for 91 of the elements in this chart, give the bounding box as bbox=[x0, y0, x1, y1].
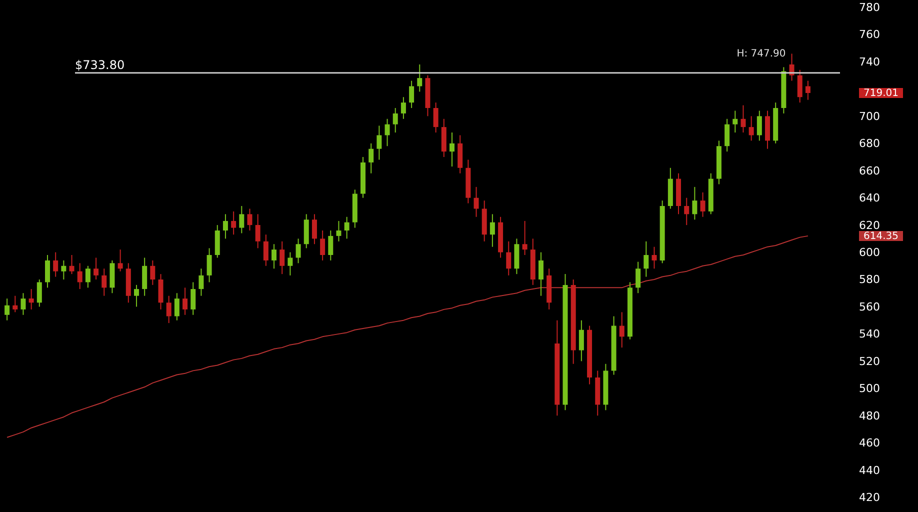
candlestick bbox=[150, 260, 156, 286]
candlestick bbox=[69, 254, 74, 275]
y-tick-label: 660 bbox=[859, 164, 880, 178]
text: 719.01 bbox=[864, 88, 898, 100]
candlestick bbox=[255, 214, 260, 249]
y-tick-label: 480 bbox=[859, 409, 880, 422]
text: 614.35 bbox=[864, 230, 898, 242]
candlestick bbox=[700, 192, 706, 218]
candlestick bbox=[740, 104, 746, 133]
y-tick-label: 640 bbox=[859, 192, 880, 205]
candlestick bbox=[28, 288, 34, 310]
candlestick bbox=[384, 118, 390, 147]
y-tick-label: 540 bbox=[859, 328, 880, 341]
y-tick-label: 560 bbox=[859, 300, 880, 314]
candlestick bbox=[231, 210, 236, 236]
y-tick-label: 740 bbox=[859, 55, 880, 68]
annotation: H: 747.90 bbox=[736, 48, 786, 60]
candlestick bbox=[328, 230, 334, 261]
candlestick bbox=[134, 284, 139, 308]
y-tick-label: 600 bbox=[859, 246, 880, 259]
candlestick bbox=[578, 320, 584, 362]
y-tick-label: 580 bbox=[859, 273, 880, 286]
candlestick bbox=[400, 96, 406, 120]
candlestick bbox=[376, 125, 382, 160]
candlestick bbox=[158, 274, 164, 310]
candlestick bbox=[344, 216, 350, 240]
candlestick bbox=[797, 69, 802, 104]
candlestick bbox=[692, 186, 698, 220]
candlestick bbox=[182, 287, 188, 316]
candlestick bbox=[20, 292, 26, 316]
candlestick bbox=[756, 110, 762, 142]
candlestick bbox=[506, 240, 512, 276]
candlestick bbox=[239, 206, 244, 234]
candlestick bbox=[85, 265, 90, 288]
candlestick bbox=[748, 116, 754, 142]
y-tick-label: 700 bbox=[859, 110, 880, 123]
candlestick bbox=[522, 220, 528, 256]
candlestick bbox=[198, 268, 204, 296]
candlestick bbox=[190, 282, 196, 316]
y-tick-label: 440 bbox=[859, 464, 880, 477]
candlestick bbox=[263, 234, 268, 266]
candlestick bbox=[805, 80, 810, 100]
candlestick bbox=[77, 262, 82, 290]
y-tick-label: 680 bbox=[859, 137, 880, 150]
candlestick bbox=[118, 249, 123, 272]
candlestick bbox=[392, 108, 398, 133]
candlestick bbox=[53, 252, 58, 278]
candlestick bbox=[36, 279, 42, 308]
candlestick bbox=[44, 254, 50, 288]
candlestick bbox=[636, 261, 641, 294]
candlestick bbox=[724, 118, 730, 152]
candlestick bbox=[644, 240, 649, 278]
candlestick bbox=[433, 102, 438, 133]
candlestick bbox=[449, 132, 454, 168]
candlestick bbox=[288, 252, 293, 276]
candlestick bbox=[336, 220, 342, 242]
y-tick-label: 620 bbox=[859, 218, 880, 232]
candlestick bbox=[247, 208, 252, 231]
candlestick bbox=[222, 214, 228, 240]
ref-line-label: $733.80 bbox=[75, 58, 125, 72]
candlestick bbox=[61, 260, 66, 280]
candlestick bbox=[684, 197, 690, 226]
candlestick bbox=[312, 214, 317, 245]
candlestick bbox=[296, 238, 301, 264]
candlestick bbox=[102, 268, 107, 296]
y-tick-label: 460 bbox=[859, 436, 880, 450]
y-tick-label: 780 bbox=[859, 1, 880, 14]
candlestick bbox=[166, 295, 172, 324]
candlestick bbox=[409, 80, 414, 108]
candlestick bbox=[417, 64, 422, 92]
candlestick bbox=[474, 186, 479, 218]
y-tick-label: 420 bbox=[859, 491, 880, 504]
candlestick bbox=[206, 248, 212, 283]
candlestick bbox=[732, 110, 738, 133]
candlestick bbox=[368, 142, 374, 174]
candlestick bbox=[94, 257, 99, 280]
y-tick-label: 520 bbox=[859, 354, 880, 368]
y-tick-label: 760 bbox=[859, 28, 880, 42]
candlestick bbox=[619, 312, 624, 348]
candlestick bbox=[272, 244, 277, 270]
candlestick bbox=[652, 246, 657, 270]
candlestick bbox=[538, 252, 544, 296]
candlestick bbox=[12, 295, 18, 313]
y-tick-label: 500 bbox=[859, 382, 880, 396]
candlestick bbox=[142, 257, 148, 296]
candlestick bbox=[490, 214, 495, 248]
candlestick bbox=[4, 298, 10, 321]
candlestick bbox=[174, 292, 180, 321]
candlestick bbox=[320, 230, 326, 261]
line-series bbox=[6, 235, 808, 438]
candlestick bbox=[280, 240, 285, 275]
